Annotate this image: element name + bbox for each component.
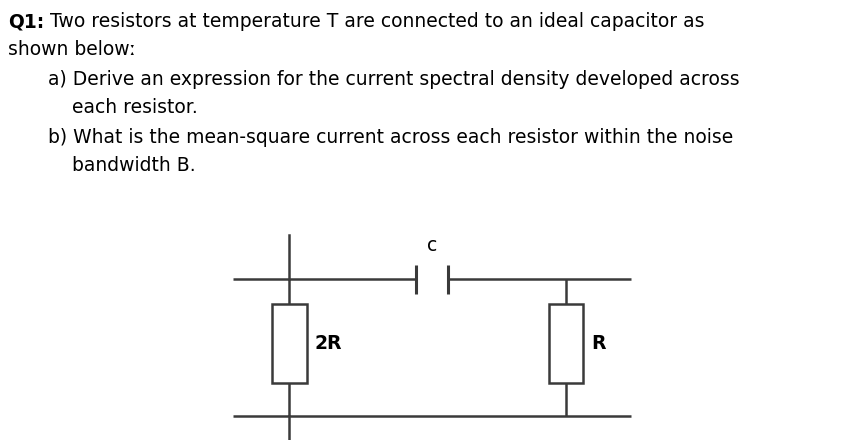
Text: bandwidth B.: bandwidth B. — [72, 156, 195, 175]
Text: 2R: 2R — [314, 334, 342, 353]
Text: Two resistors at temperature T are connected to an ideal capacitor as: Two resistors at temperature T are conne… — [44, 12, 704, 31]
Text: a) Derive an expression for the current spectral density developed across: a) Derive an expression for the current … — [48, 70, 740, 89]
Bar — [272, 304, 307, 383]
Text: c: c — [427, 236, 437, 255]
Text: shown belowː: shown belowː — [8, 40, 136, 59]
Text: b) What is the mean-square current across each resistor within the noise: b) What is the mean-square current acros… — [48, 128, 734, 147]
Text: each resistor.: each resistor. — [72, 98, 198, 117]
Bar — [549, 304, 583, 383]
Text: R: R — [591, 334, 606, 353]
Text: Q1:: Q1: — [8, 12, 44, 31]
